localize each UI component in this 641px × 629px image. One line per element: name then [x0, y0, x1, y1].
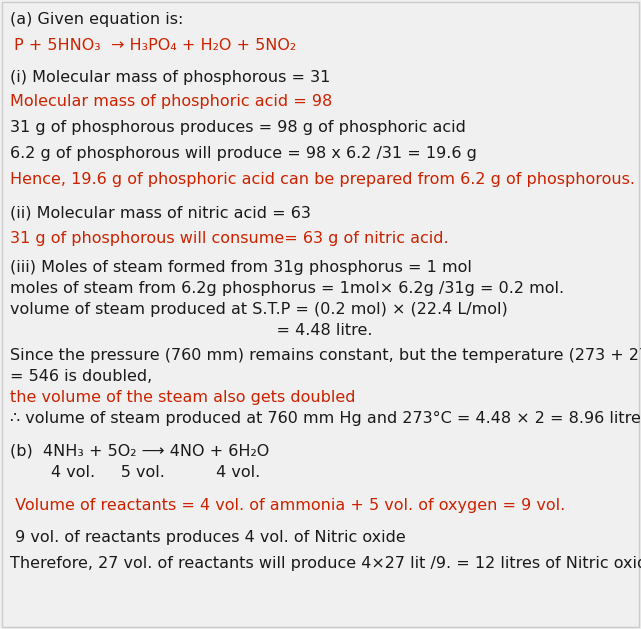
Text: (i) Molecular mass of phosphorous = 31: (i) Molecular mass of phosphorous = 31: [10, 70, 330, 85]
Text: Molecular mass of phosphoric acid = 98: Molecular mass of phosphoric acid = 98: [10, 94, 332, 109]
Text: Hence, 19.6 g of phosphoric acid can be prepared from 6.2 g of phosphorous.: Hence, 19.6 g of phosphoric acid can be …: [10, 172, 635, 187]
Text: 31 g of phosphorous will consume= 63 g of nitric acid.: 31 g of phosphorous will consume= 63 g o…: [10, 231, 449, 246]
Text: ∴ volume of steam produced at 760 mm Hg and 273°C = 4.48 × 2 = 8.96 litres.: ∴ volume of steam produced at 760 mm Hg …: [10, 411, 641, 426]
Text: (a) Given equation is:: (a) Given equation is:: [10, 12, 183, 27]
Text: volume of steam produced at S.T.P = (0.2 mol) × (22.4 L/mol): volume of steam produced at S.T.P = (0.2…: [10, 302, 508, 317]
Text: moles of steam from 6.2g phosphorus = 1mol× 6.2g /31g = 0.2 mol.: moles of steam from 6.2g phosphorus = 1m…: [10, 281, 564, 296]
Text: Since the pressure (760 mm) remains constant, but the temperature (273 + 273): Since the pressure (760 mm) remains cons…: [10, 348, 641, 363]
Text: (ii) Molecular mass of nitric acid = 63: (ii) Molecular mass of nitric acid = 63: [10, 205, 311, 220]
Text: 4 vol.     5 vol.          4 vol.: 4 vol. 5 vol. 4 vol.: [10, 465, 260, 480]
Text: 9 vol. of reactants produces 4 vol. of Nitric oxide: 9 vol. of reactants produces 4 vol. of N…: [10, 530, 406, 545]
Text: 31 g of phosphorous produces = 98 g of phosphoric acid: 31 g of phosphorous produces = 98 g of p…: [10, 120, 466, 135]
Text: Therefore, 27 vol. of reactants will produce 4×27 lit /9. = 12 litres of Nitric : Therefore, 27 vol. of reactants will pro…: [10, 556, 641, 571]
Text: = 546 is doubled,: = 546 is doubled,: [10, 369, 153, 384]
Text: P + 5HNO₃  → H₃PO₄ + H₂O + 5NO₂: P + 5HNO₃ → H₃PO₄ + H₂O + 5NO₂: [14, 38, 296, 53]
Text: Volume of reactants = 4 vol. of ammonia + 5 vol. of oxygen = 9 vol.: Volume of reactants = 4 vol. of ammonia …: [10, 498, 565, 513]
Text: = 4.48 litre.: = 4.48 litre.: [10, 323, 372, 338]
Text: (iii) Moles of steam formed from 31g phosphorus = 1 mol: (iii) Moles of steam formed from 31g pho…: [10, 260, 472, 275]
Text: 6.2 g of phosphorous will produce = 98 x 6.2 /31 = 19.6 g: 6.2 g of phosphorous will produce = 98 x…: [10, 146, 477, 161]
Text: the volume of the steam also gets doubled: the volume of the steam also gets double…: [10, 390, 356, 405]
Text: (b)  4NH₃ + 5O₂ ⟶ 4NO + 6H₂O: (b) 4NH₃ + 5O₂ ⟶ 4NO + 6H₂O: [10, 443, 269, 458]
